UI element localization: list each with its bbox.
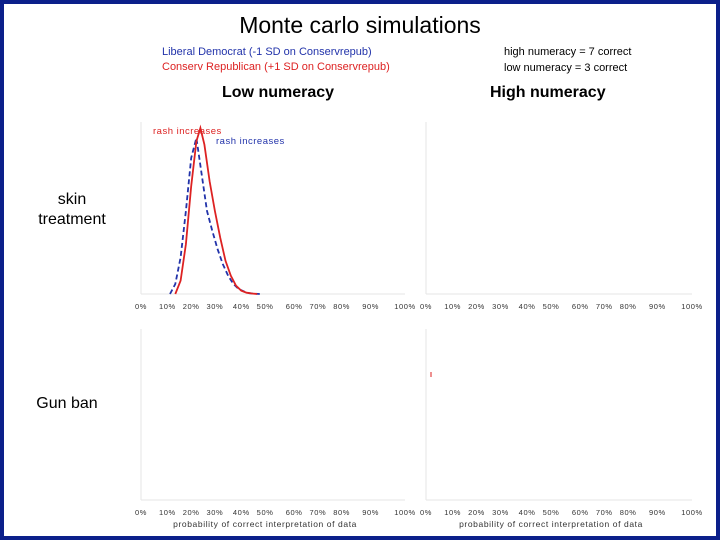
x-tick-label: 40% (519, 508, 536, 517)
x-tick-label: 60% (286, 302, 303, 311)
row-label-gun-ban: Gun ban (22, 394, 112, 414)
chart-grid: 0% 10% 20% 30% 40% 50% 60% 70% 80% 90% 100% rash in… (135, 122, 703, 529)
x-tick-label: 50% (257, 508, 274, 517)
x-tick-label: 0% (420, 508, 432, 517)
x-tick-label: 10% (444, 508, 461, 517)
x-tick-label: 100% (681, 302, 703, 311)
x-tick-label: 0% (420, 302, 432, 311)
x-tick-label: 60% (286, 508, 303, 517)
annotation-rash-increases: rash increases (216, 136, 285, 147)
x-axis-label: probability of correct interpretation of… (459, 519, 643, 529)
x-tick-label: 40% (233, 302, 250, 311)
x-tick-label: 10% (159, 302, 176, 311)
slide: Monte carlo simulations Liberal Democrat… (4, 4, 716, 536)
note-high-numeracy: high numeracy = 7 correct (504, 46, 632, 58)
x-tick-label: 30% (207, 302, 224, 311)
x-tick-label: 100% (394, 302, 416, 311)
note-low-numeracy: low numeracy = 3 correct (504, 62, 628, 74)
x-tick-label: 50% (257, 302, 274, 311)
x-tick-label: 80% (333, 302, 350, 311)
x-tick-label: 80% (620, 508, 637, 517)
x-tick-label: 70% (596, 508, 613, 517)
slide-title: Monte carlo simulations (239, 12, 481, 38)
x-tick-label: 70% (309, 508, 326, 517)
x-tick-label: 70% (309, 302, 326, 311)
x-tick-label: 70% (596, 302, 613, 311)
x-tick-label: 10% (159, 508, 176, 517)
density-curve-conserv-republican (174, 124, 258, 295)
x-tick-label: 20% (468, 302, 485, 311)
x-tick-label: 90% (362, 508, 379, 517)
x-tick-label: 100% (681, 508, 703, 517)
row-label-skin-treatment: skin treatment (22, 190, 122, 230)
x-tick-label: 90% (649, 508, 666, 517)
x-tick-label: 50% (543, 508, 560, 517)
x-tick-label: 20% (468, 508, 485, 517)
density-curve-liberal-democrat (169, 137, 260, 295)
x-tick-label: 20% (183, 302, 200, 311)
x-tick-label: 90% (649, 302, 666, 311)
x-tick-label: 20% (183, 508, 200, 517)
column-head-high-numeracy: High numeracy (490, 84, 606, 101)
x-tick-label: 100% (394, 508, 416, 517)
x-tick-label: 60% (572, 302, 589, 311)
x-tick-label: 80% (620, 302, 637, 311)
x-tick-label: 40% (233, 508, 250, 517)
x-tick-label: 30% (492, 302, 509, 311)
x-tick-label: 0% (135, 508, 147, 517)
legend-liberal-democrat: Liberal Democrat (-1 SD on Conservrepub) (162, 46, 372, 58)
x-tick-label: 90% (362, 302, 379, 311)
x-tick-label: 30% (492, 508, 509, 517)
x-tick-label: 0% (135, 302, 147, 311)
legend-conserv-republican: Conserv Republican (+1 SD on Conservrepu… (162, 61, 390, 73)
x-tick-label: 60% (572, 508, 589, 517)
x-tick-label: 50% (543, 302, 560, 311)
x-tick-label: 80% (333, 508, 350, 517)
x-tick-label: 10% (444, 302, 461, 311)
x-tick-label: 30% (207, 508, 224, 517)
column-head-low-numeracy: Low numeracy (222, 84, 335, 101)
x-tick-label: 40% (519, 302, 536, 311)
annotation-rash-increases: rash increases (153, 126, 222, 137)
x-axis-label: probability of correct interpretation of… (173, 519, 357, 529)
